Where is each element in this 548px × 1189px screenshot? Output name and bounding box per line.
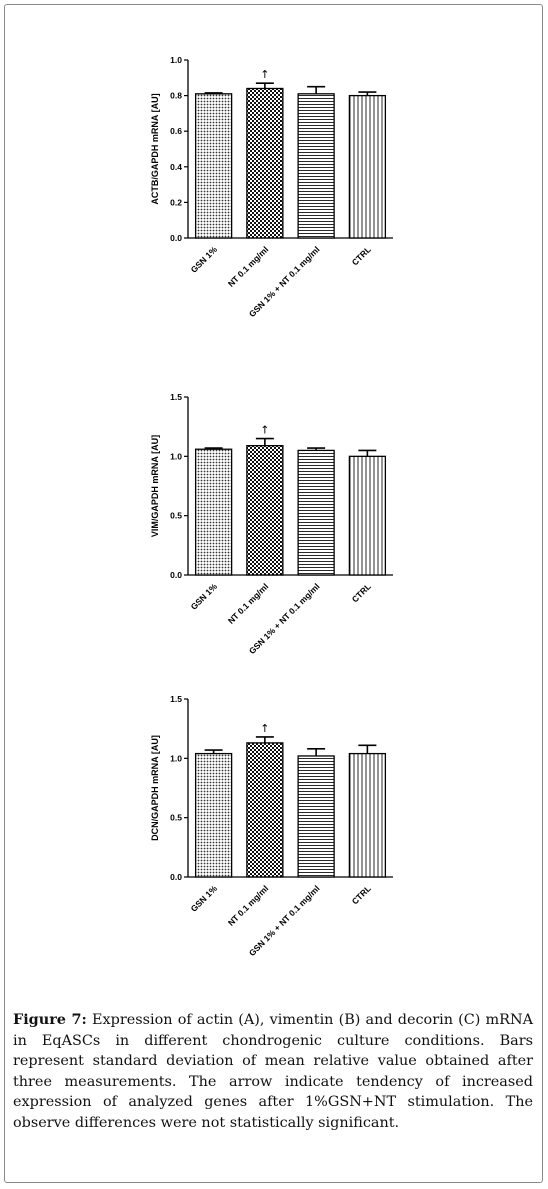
- y-tick-label: 0.0: [170, 872, 182, 882]
- y-tick-label: 0.0: [170, 570, 182, 580]
- bar-gsn-1: [194, 752, 233, 878]
- y-axis-label: DCN/GAPDH mRNA [AU]: [150, 735, 160, 841]
- x-tick-label-nt-0-1-mg-ml: NT 0.1 mg/ml: [226, 244, 270, 288]
- x-tick-label-gsn-1: GSN 1%: [189, 244, 220, 275]
- caption-label: Figure 7:: [13, 1011, 87, 1028]
- x-tick-label-ctrl: CTRL: [350, 883, 373, 906]
- x-tick-label-gsn-1: GSN 1%: [189, 581, 220, 612]
- bar-gsn-1: [194, 448, 233, 576]
- y-tick-label: 0.2: [170, 197, 182, 207]
- y-tick-label: 1.0: [170, 451, 182, 461]
- y-tick-label: 0.5: [170, 511, 182, 521]
- dcn-bar-chart: 0.0 0.5 1.0 1.5 DCN/GAPDH mRNA [AU] GSN 1% ↑ NT…: [150, 694, 393, 958]
- arrow-annotation: ↑: [260, 722, 269, 735]
- y-tick-label: 1.0: [170, 753, 182, 763]
- y-axis-label: VIM/GAPDH mRNA [AU]: [150, 435, 160, 537]
- bar-gsn-1-nt-0-1-mg-ml: [297, 755, 335, 878]
- y-tick-label: 0.0: [170, 233, 182, 243]
- figure-caption: Figure 7: Expression of actin (A), vimen…: [13, 1010, 533, 1134]
- x-tick-label-nt-0-1-mg-ml: NT 0.1 mg/ml: [226, 883, 270, 927]
- y-tick-label: 1.5: [170, 392, 182, 402]
- bar-gsn-1-nt-0-1-mg-ml: [297, 449, 335, 576]
- y-tick-label: 0.6: [170, 126, 182, 136]
- actb-bar-chart: 0.0 0.2 0.4 0.6 0.8 1.0 ACTB/GAPDH mRNA [AU] GS…: [150, 55, 393, 319]
- caption-text: Expression of actin (A), vimentin (B) an…: [13, 1012, 533, 1131]
- y-tick-label: 1.0: [170, 55, 182, 65]
- bar-nt-0-1-mg-ml: [246, 742, 284, 878]
- chart-panel-actb: 0.0 0.2 0.4 0.6 0.8 1.0 ACTB/GAPDH mRNA [AU] GS…: [140, 40, 400, 319]
- chart-panel-dcn: 0.0 0.5 1.0 1.5 DCN/GAPDH mRNA [AU] GSN 1% ↑ NT…: [140, 679, 400, 958]
- x-tick-label-nt-0-1-mg-ml: NT 0.1 mg/ml: [226, 581, 270, 625]
- arrow-annotation: ↑: [260, 68, 269, 81]
- chart-panel-vim: 0.0 0.5 1.0 1.5 VIM/GAPDH mRNA [AU] GSN 1% ↑ NT…: [140, 377, 400, 656]
- y-axis-label: ACTB/GAPDH mRNA [AU]: [150, 93, 160, 204]
- x-tick-label-ctrl: CTRL: [350, 581, 373, 604]
- y-tick-label: 1.5: [170, 694, 182, 704]
- arrow-annotation: ↑: [260, 424, 269, 437]
- bar-nt-0-1-mg-ml: [246, 87, 284, 239]
- y-tick-label: 0.5: [170, 813, 182, 823]
- bar-ctrl: [348, 752, 387, 878]
- vim-bar-chart: 0.0 0.5 1.0 1.5 VIM/GAPDH mRNA [AU] GSN 1% ↑ NT…: [150, 392, 393, 656]
- bar-ctrl: [348, 455, 387, 576]
- x-tick-label-ctrl: CTRL: [350, 244, 373, 267]
- bar-nt-0-1-mg-ml: [246, 445, 284, 576]
- bar-ctrl: [348, 94, 387, 239]
- y-tick-label: 0.8: [170, 91, 182, 101]
- bar-gsn-1: [194, 93, 233, 239]
- y-tick-label: 0.4: [170, 162, 182, 172]
- bar-gsn-1-nt-0-1-mg-ml: [297, 93, 335, 239]
- x-tick-label-gsn-1: GSN 1%: [189, 883, 220, 914]
